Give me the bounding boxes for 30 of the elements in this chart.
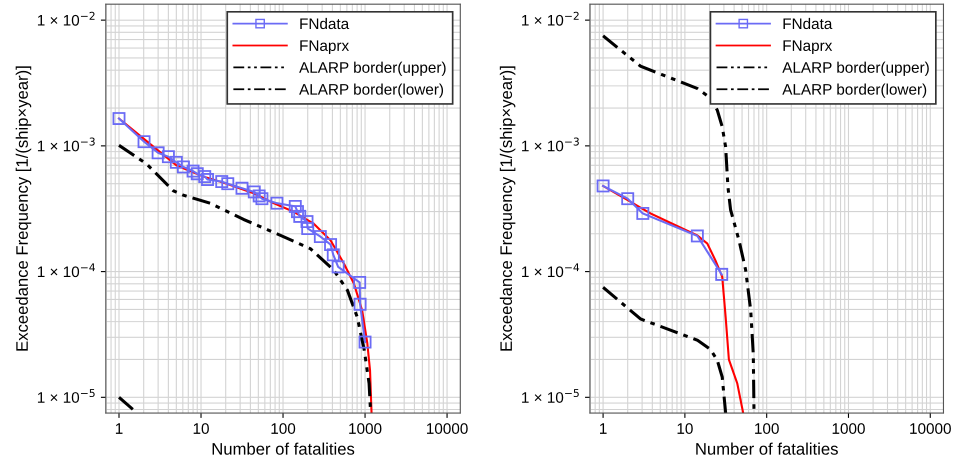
x-tick-label: 1000	[349, 423, 382, 434]
legend-label: FNdata	[300, 18, 350, 30]
legend-label: FNaprx	[300, 40, 349, 54]
y-tick-label: 1 × 10$^{−5}$	[522, 389, 579, 403]
x-tick-label: 10000	[910, 423, 951, 434]
y-tick-label: 1 × 10$^{−2}$	[38, 12, 95, 26]
x-tick-label: 10000	[426, 423, 468, 434]
legend-label: ALARP border(upper)	[782, 62, 929, 76]
legend-label: FNdata	[783, 18, 832, 30]
y-axis-title: Exceedance Frequency [1/(ship×year)]	[16, 66, 32, 351]
y-tick-label: 1 × 10$^{−4}$	[522, 263, 580, 278]
x-tick-label: 10	[678, 423, 693, 434]
y-tick-label: 1 × 10$^{−3}$	[38, 138, 95, 152]
y-tick-label: 1 × 10$^{−3}$	[522, 138, 579, 152]
y-tick-label: 1 × 10$^{−4}$	[38, 263, 95, 278]
y-axis-title: Exceedance Frequency [1/(ship×year)]	[500, 66, 516, 351]
y-tick-label: 1 × 10$^{−5}$	[38, 389, 95, 403]
legend-label: ALARP border(lower)	[299, 84, 444, 98]
y-tick-label: 1 × 10$^{−2}$	[522, 12, 579, 26]
x-tick-label: 1	[600, 423, 607, 434]
legend-label: ALARP border(lower)	[782, 84, 926, 98]
legend-label: ALARP border(upper)	[299, 62, 446, 76]
x-tick-label: 100	[271, 423, 296, 434]
x-tick-label: 1	[116, 423, 123, 434]
x-tick-label: 100	[755, 423, 779, 434]
legend-label: FNaprx	[783, 40, 832, 54]
x-tick-label: 10	[194, 423, 209, 434]
x-axis-title: Number of fatalities	[212, 442, 354, 455]
x-axis-title: Number of fatalities	[696, 442, 838, 455]
x-tick-label: 1000	[832, 423, 865, 434]
